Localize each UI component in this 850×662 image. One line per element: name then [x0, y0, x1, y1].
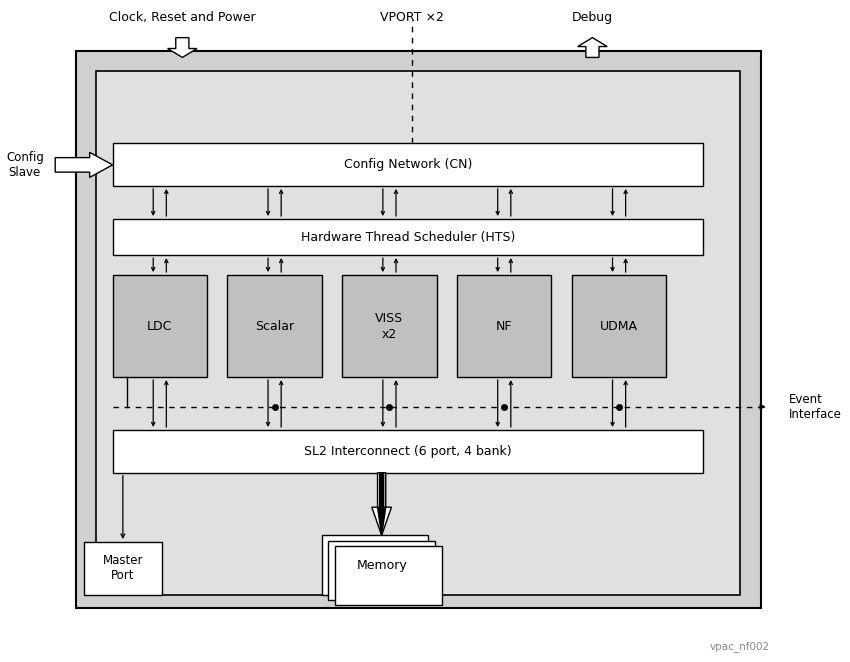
Text: Debug: Debug: [572, 11, 613, 24]
Text: SL2 Interconnect (6 port, 4 bank): SL2 Interconnect (6 port, 4 bank): [304, 445, 512, 458]
Polygon shape: [578, 38, 607, 58]
Polygon shape: [377, 473, 386, 536]
Bar: [335, 546, 441, 605]
Bar: [96, 71, 740, 594]
Bar: [112, 430, 703, 473]
Bar: [112, 143, 703, 186]
Bar: [572, 275, 666, 377]
Polygon shape: [55, 152, 112, 177]
Text: Memory: Memory: [356, 559, 407, 571]
Text: Master
Port: Master Port: [103, 554, 143, 583]
Polygon shape: [167, 38, 197, 58]
Bar: [112, 275, 207, 377]
Bar: [228, 275, 322, 377]
Bar: [84, 542, 162, 594]
Bar: [457, 275, 552, 377]
Bar: [322, 536, 428, 594]
Bar: [76, 51, 761, 608]
Text: VPORT ×2: VPORT ×2: [380, 11, 444, 24]
Text: NF: NF: [496, 320, 513, 332]
Bar: [343, 275, 437, 377]
Text: VISS
x2: VISS x2: [376, 312, 404, 340]
Text: UDMA: UDMA: [600, 320, 638, 332]
Text: Hardware Thread Scheduler (HTS): Hardware Thread Scheduler (HTS): [301, 230, 515, 244]
Bar: [112, 219, 703, 255]
Text: Config
Slave: Config Slave: [6, 151, 44, 179]
Text: Event
Interface: Event Interface: [790, 393, 842, 421]
Polygon shape: [371, 473, 392, 536]
Text: Scalar: Scalar: [255, 320, 294, 332]
Text: Config Network (CN): Config Network (CN): [343, 158, 472, 171]
Text: Clock, Reset and Power: Clock, Reset and Power: [109, 11, 256, 24]
Text: LDC: LDC: [147, 320, 173, 332]
Text: vpac_nf002: vpac_nf002: [710, 641, 770, 651]
Bar: [328, 541, 435, 600]
